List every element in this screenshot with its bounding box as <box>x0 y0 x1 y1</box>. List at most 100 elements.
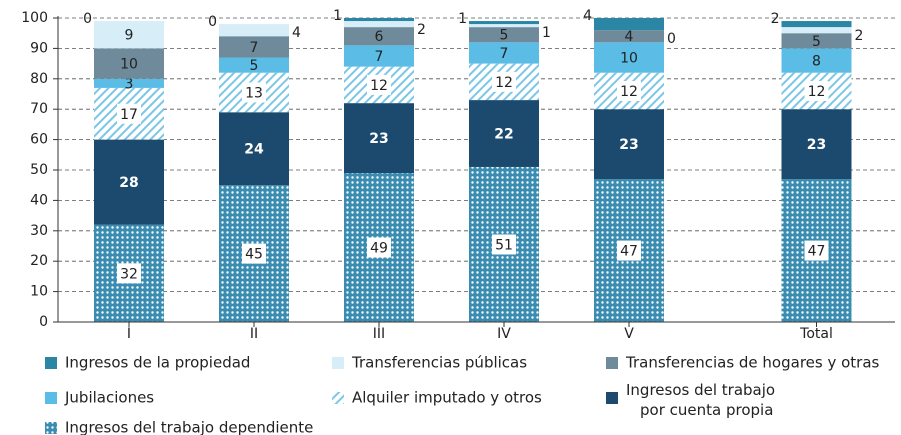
bar-segment <box>94 139 164 225</box>
bar-segment <box>781 48 852 73</box>
legend-label: Ingresos del trabajo dependiente <box>65 419 313 435</box>
bar-segment <box>344 18 414 22</box>
data-label: 23 <box>369 131 388 147</box>
data-label: 2 <box>771 11 780 27</box>
legend-line: Ingresos del trabajo <box>626 381 775 399</box>
bar-segment <box>344 21 414 28</box>
data-label: 2 <box>417 22 426 38</box>
data-label: 5 <box>812 34 821 50</box>
label-bg <box>492 71 516 92</box>
data-label: 4 <box>583 8 592 24</box>
label-bg <box>242 82 266 103</box>
data-label: 0 <box>208 14 217 30</box>
data-label: 1 <box>458 11 467 27</box>
label-bg <box>117 103 141 124</box>
label-bg <box>367 74 391 95</box>
data-label: 0 <box>83 11 92 27</box>
legend-label: Alquiler imputado y otros <box>352 389 542 407</box>
x-tick-label: II <box>250 326 258 342</box>
data-label: 3 <box>125 76 134 92</box>
legend-label: Ingresos de la propiedad <box>65 354 250 372</box>
bar-segment <box>219 36 289 58</box>
legend-label: Ingresos del trabajo por cuenta propia <box>626 381 775 419</box>
legend-label: Transferencias de hogares y otras <box>625 354 880 372</box>
legend-label: Jubilaciones <box>64 389 154 407</box>
data-label: 47 <box>808 244 826 260</box>
bar-segment <box>469 100 539 167</box>
label-bg <box>242 243 266 264</box>
bar-segment <box>781 33 852 49</box>
legend-swatch <box>606 392 618 404</box>
x-tick-label: I <box>127 326 131 342</box>
label-bg <box>117 263 141 284</box>
data-label: 49 <box>370 241 388 257</box>
label-bg <box>617 80 641 101</box>
x-tick-label: V <box>624 326 634 342</box>
y-tick-label: 40 <box>30 192 48 208</box>
bar-segment <box>594 30 664 43</box>
y-tick-label: 70 <box>30 101 48 117</box>
label-bg <box>804 80 829 101</box>
label-bg <box>367 237 391 258</box>
data-label: 9 <box>125 28 134 44</box>
label-bg <box>617 240 641 261</box>
data-label: 4 <box>625 29 634 45</box>
y-tick-label: 90 <box>30 40 48 56</box>
data-label: 5 <box>500 28 509 44</box>
x-tick-label: IV <box>497 326 511 342</box>
data-label: 12 <box>808 84 826 100</box>
y-tick-label: 30 <box>30 223 48 239</box>
bar-segment <box>94 48 164 79</box>
legend-label: Transferencias públicas <box>351 354 527 372</box>
y-tick-label: 80 <box>30 71 48 87</box>
data-label: 47 <box>620 244 638 260</box>
data-label: 24 <box>244 142 264 158</box>
data-label: 10 <box>620 51 638 67</box>
bar-segment <box>344 27 414 46</box>
data-label: 23 <box>619 137 638 153</box>
legend-line: por cuenta propia <box>640 401 773 419</box>
data-label: 8 <box>812 54 821 70</box>
bar-segment <box>469 24 539 28</box>
label-bg <box>492 234 516 255</box>
data-label: 4 <box>292 25 301 41</box>
data-label: 22 <box>494 127 513 143</box>
legend-swatch <box>332 357 344 369</box>
bar-segment <box>594 42 664 73</box>
bar-segment <box>594 18 664 31</box>
data-label: 12 <box>495 75 513 91</box>
legend-swatch <box>45 422 57 434</box>
bar-segment <box>344 103 414 174</box>
legend-swatch <box>606 357 618 369</box>
bar-segment <box>219 57 289 73</box>
data-label: 28 <box>119 175 138 191</box>
y-tick-label: 0 <box>39 314 48 330</box>
bar-segment <box>344 45 414 67</box>
y-tick-label: 100 <box>21 10 48 26</box>
bar-segment <box>781 109 852 180</box>
y-tick-label: 60 <box>30 132 48 148</box>
x-tick-label: III <box>373 326 385 342</box>
data-label: 5 <box>250 58 259 74</box>
y-tick-label: 20 <box>30 253 48 269</box>
data-label: 17 <box>120 107 138 123</box>
data-label: 6 <box>375 29 384 45</box>
bar-segment <box>469 27 539 43</box>
data-label: 1 <box>542 25 551 41</box>
data-label: 13 <box>245 85 263 101</box>
data-label: 7 <box>250 40 259 56</box>
bar-segment <box>219 24 289 37</box>
bar-segment <box>781 27 852 34</box>
y-tick-label: 10 <box>30 284 48 300</box>
data-label: 23 <box>807 137 826 153</box>
data-label: 12 <box>370 78 388 94</box>
x-tick-label: Total <box>799 326 833 342</box>
bar-segment <box>219 112 289 186</box>
bar-segment <box>594 109 664 180</box>
data-label: 32 <box>120 266 138 282</box>
data-label: 12 <box>620 84 638 100</box>
legend-swatch <box>45 357 57 369</box>
legend-swatch <box>45 392 57 404</box>
data-label: 10 <box>120 57 138 73</box>
